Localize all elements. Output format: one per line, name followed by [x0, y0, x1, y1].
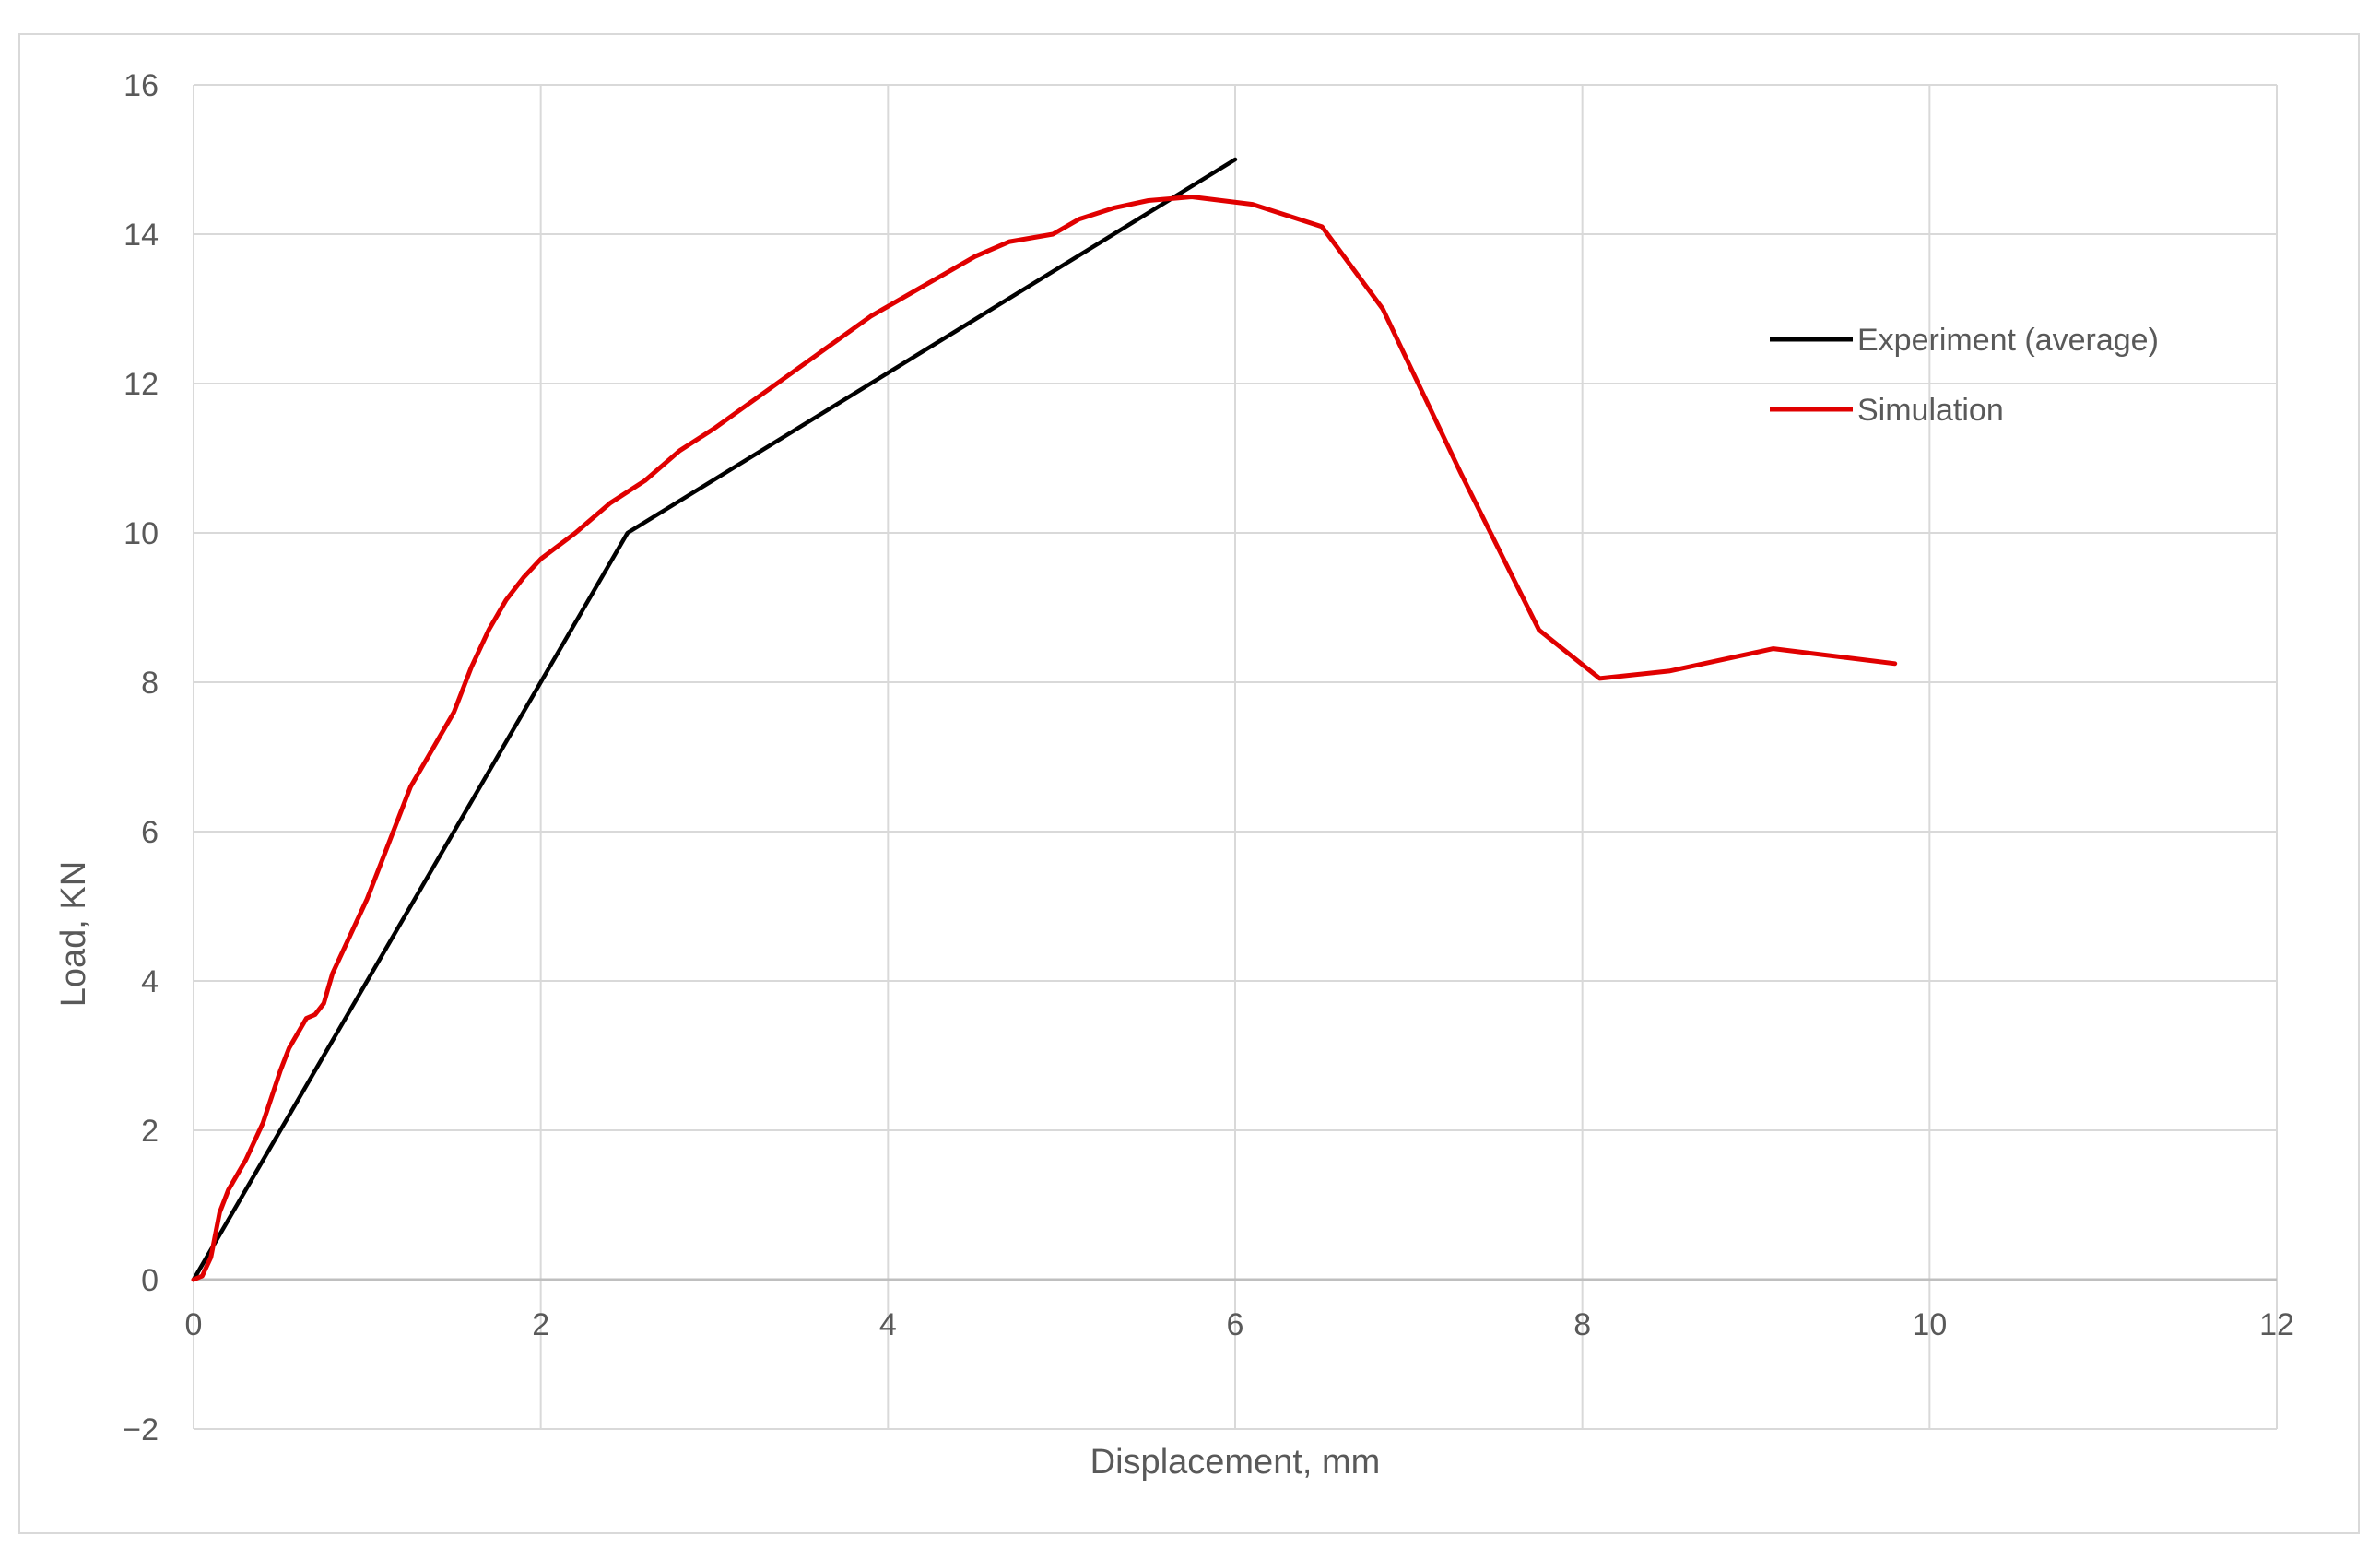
series-lines	[191, 157, 1898, 1282]
y-tick-label: 16	[124, 68, 159, 103]
y-tick-label: 12	[124, 367, 159, 402]
series-line-experiment	[191, 157, 1238, 1282]
grid-lines	[193, 84, 2278, 1430]
legend: Experiment (average) Simulation	[1770, 323, 2159, 428]
y-tick-label: 2	[141, 1114, 159, 1149]
x-tick-label: 6	[1227, 1307, 1244, 1342]
x-axis-title: Displacement, mm	[1090, 1443, 1381, 1482]
legend-label-simulation: Simulation	[1857, 393, 2004, 428]
y-tick-label: 4	[141, 964, 159, 999]
x-tick-label: 2	[532, 1307, 549, 1342]
series-line-simulation	[191, 195, 1898, 1282]
x-tick-label: 10	[1912, 1307, 1947, 1342]
x-tick-label: 0	[185, 1307, 203, 1342]
chart-frame	[18, 33, 2360, 1534]
y-tick-label: 10	[124, 516, 159, 551]
y-tick-label: 8	[141, 666, 159, 701]
x-tick-label: 8	[1573, 1307, 1591, 1342]
y-tick-labels: −2 0 2 4 6 8 10 12 14 16	[123, 68, 159, 1447]
y-tick-label: −2	[123, 1412, 159, 1447]
y-axis-title: Load, KN	[54, 861, 93, 1007]
x-tick-label: 4	[879, 1307, 897, 1342]
x-tick-label: 12	[2259, 1307, 2294, 1342]
y-tick-label: 6	[141, 815, 159, 850]
y-tick-label: 14	[124, 218, 159, 253]
y-tick-label: 0	[141, 1263, 159, 1298]
legend-label-experiment: Experiment (average)	[1857, 323, 2159, 358]
x-tick-labels: 0 2 4 6 8 10 12	[185, 1307, 2294, 1342]
